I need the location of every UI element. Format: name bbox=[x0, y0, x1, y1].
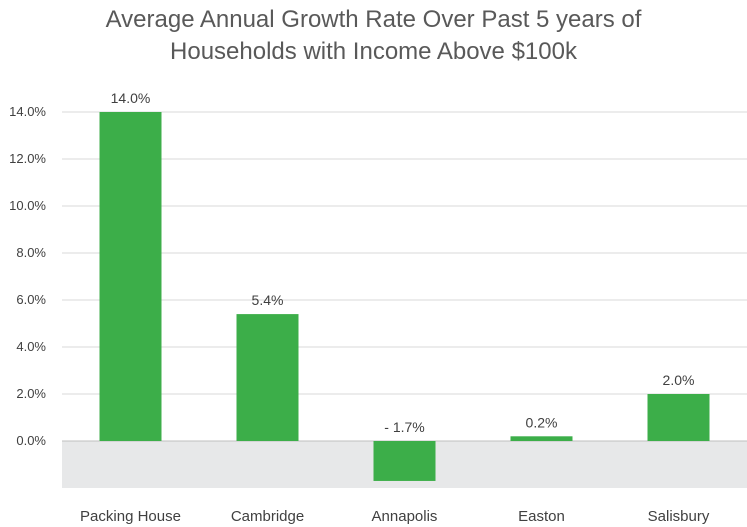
y-tick-label: 10.0% bbox=[9, 198, 46, 213]
y-tick-label: 8.0% bbox=[16, 245, 46, 260]
category-label: Easton bbox=[518, 508, 565, 525]
data-label: 5.4% bbox=[252, 292, 284, 308]
chart-title-line-1: Average Annual Growth Rate Over Past 5 y… bbox=[105, 6, 642, 33]
bar bbox=[373, 441, 436, 481]
y-tick-label: 14.0% bbox=[9, 104, 46, 119]
y-tick-label: 2.0% bbox=[16, 386, 46, 401]
data-label: - 1.7% bbox=[384, 419, 424, 435]
data-label: 14.0% bbox=[111, 90, 151, 106]
bar bbox=[510, 436, 573, 441]
y-tick-label: 12.0% bbox=[9, 151, 46, 166]
category-label: Annapolis bbox=[372, 508, 438, 525]
y-tick-label: 0.0% bbox=[16, 433, 46, 448]
bar bbox=[99, 112, 162, 441]
category-label: Packing House bbox=[80, 508, 181, 525]
y-tick-label: 4.0% bbox=[16, 339, 46, 354]
category-label: Salisbury bbox=[648, 508, 710, 525]
bar bbox=[647, 394, 710, 441]
category-label: Cambridge bbox=[231, 508, 304, 525]
y-tick-label: 6.0% bbox=[16, 292, 46, 307]
bar bbox=[236, 314, 299, 441]
data-label: 0.2% bbox=[526, 414, 558, 430]
data-label: 2.0% bbox=[663, 372, 695, 388]
chart-title: Average Annual Growth Rate Over Past 5 y… bbox=[0, 4, 747, 68]
chart-title-line-2: Households with Income Above $100k bbox=[170, 38, 577, 65]
